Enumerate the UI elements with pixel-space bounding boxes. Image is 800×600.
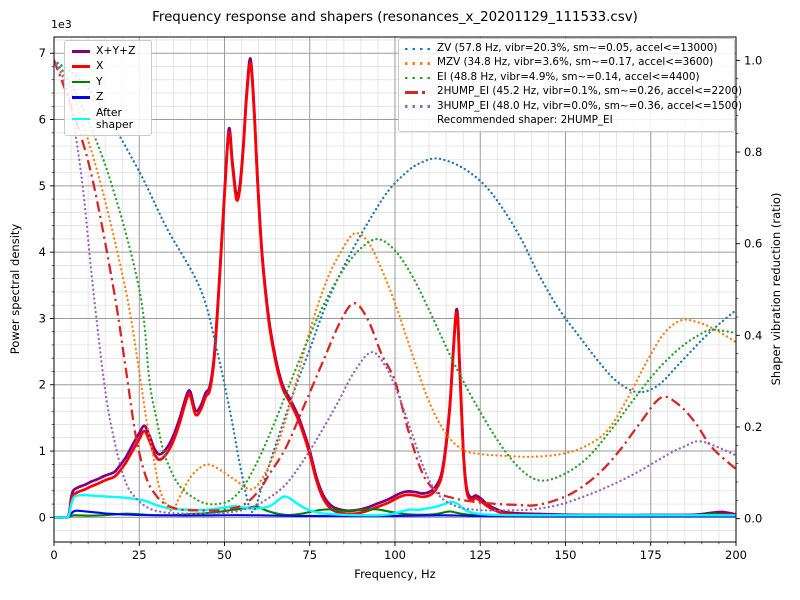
tick-label: 0.0 — [744, 512, 762, 526]
tick-label: 125 — [469, 548, 491, 562]
legend-psd-item: Y — [72, 74, 144, 88]
legend-line-sample — [72, 117, 90, 121]
y-axis-offset-label: 1e3 — [51, 18, 72, 31]
legend-shaper-item: 2HUMP_EI (45.2 Hz, vibr=0.1%, sm~=0.26, … — [405, 85, 742, 98]
legend-psd-item: Z — [72, 90, 144, 104]
legend-psd: X+Y+Z X Y Z After shaper — [64, 40, 152, 137]
tick-label: 150 — [555, 548, 577, 562]
legend-shapers: ZV (57.8 Hz, vibr=20.3%, sm~=0.05, accel… — [398, 38, 742, 133]
tick-label: 50 — [217, 548, 232, 562]
legend-label: X — [96, 59, 104, 73]
legend-label: EI (48.8 Hz, vibr=4.9%, sm~=0.14, accel<… — [437, 70, 700, 83]
tick-label: 100 — [384, 548, 406, 562]
legend-line-sample — [72, 49, 90, 53]
series-3hump-ei — [54, 59, 736, 515]
legend-line-sample — [405, 91, 431, 94]
y-axis-left-label: Power spectral density — [8, 223, 22, 355]
legend-label: ZV (57.8 Hz, vibr=20.3%, sm~=0.05, accel… — [437, 42, 718, 54]
legend-shaper-item: EI (48.8 Hz, vibr=4.9%, sm~=0.14, accel<… — [405, 70, 728, 84]
series-2hump-ei — [54, 59, 736, 512]
tick-label: 0.2 — [744, 420, 762, 434]
tick-label: 0 — [50, 548, 57, 562]
legend-line-sample — [72, 80, 90, 84]
legend-label: After shaper — [96, 105, 134, 132]
tick-label: 0.6 — [744, 237, 762, 251]
tick-label: 200 — [725, 548, 747, 562]
tick-label: 1.0 — [744, 53, 762, 67]
legend-shaper-item: ZV (57.8 Hz, vibr=20.3%, sm~=0.05, accel… — [405, 42, 728, 55]
tick-label: 75 — [302, 548, 317, 562]
series-x — [54, 61, 736, 519]
tick-label: 3 — [39, 311, 46, 325]
tick-label: 175 — [640, 548, 662, 562]
legend-label: 2HUMP_EI (45.2 Hz, vibr=0.1%, sm~=0.26, … — [437, 85, 743, 98]
tick-label: 7 — [39, 46, 46, 60]
legend-line-sample — [405, 47, 431, 51]
chart-title: Frequency response and shapers (resonanc… — [152, 10, 638, 25]
tick-label: 25 — [132, 548, 147, 562]
series-mzv — [54, 59, 736, 512]
tick-label: 2 — [39, 378, 46, 392]
legend-line-sample — [405, 62, 431, 65]
tick-label: 0 — [39, 510, 46, 524]
legend-label: MZV (34.8 Hz, vibr=3.6%, sm~=0.17, accel… — [437, 56, 714, 69]
legend-line-sample — [72, 96, 90, 99]
legend-label: Recommended shaper: 2HUMP_EI — [437, 114, 613, 127]
tick-label: 1 — [39, 444, 46, 458]
legend-label: 3HUMP_EI (48.0 Hz, vibr=0.0%, sm~=0.36, … — [437, 99, 743, 112]
legend-shaper-item: MZV (34.8 Hz, vibr=3.6%, sm~=0.17, accel… — [405, 56, 728, 69]
tick-label: 4 — [39, 245, 46, 259]
legend-shaper-item: 3HUMP_EI (48.0 Hz, vibr=0.0%, sm~=0.36, … — [405, 100, 742, 113]
legend-psd-item: X+Y+Z — [72, 44, 144, 57]
tick-label: 5 — [39, 179, 46, 193]
series-after-shaper — [54, 493, 736, 519]
legend-label: Y — [96, 74, 103, 88]
legend-line-sample — [405, 76, 431, 80]
legend-shaper-item: Recommended shaper: 2HUMP_EI — [405, 114, 728, 127]
legend-label: Z — [96, 90, 104, 104]
legend-label: X+Y+Z — [96, 44, 136, 57]
x-axis-label: Frequency, Hz — [354, 567, 436, 581]
tick-label: 6 — [39, 113, 46, 127]
legend-line-sample — [405, 105, 431, 109]
tick-label: 0.4 — [744, 328, 762, 342]
series-ei — [54, 59, 736, 506]
series-z — [54, 509, 736, 519]
legend-psd-item: After shaper — [72, 105, 144, 132]
y-axis-right-label: Shaper vibration reduction (ratio) — [769, 192, 783, 386]
legend-psd-item: X — [72, 59, 144, 73]
legend-line-sample — [72, 65, 90, 68]
tick-label: 0.8 — [744, 145, 762, 159]
